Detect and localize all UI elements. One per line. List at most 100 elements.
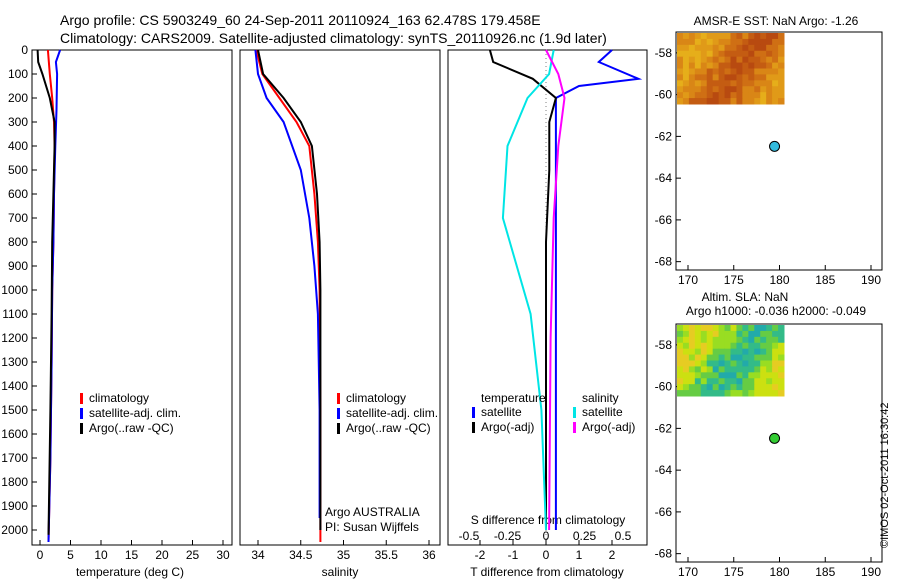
sla-heatmap-cell <box>724 366 731 373</box>
sst-heatmap-cell <box>688 50 696 58</box>
sla-heatmap-cell <box>742 342 749 350</box>
sst-heatmap-cell <box>778 98 785 105</box>
sla-map-lon-label: 170 <box>678 565 698 579</box>
sla-heatmap-cell <box>754 342 761 350</box>
sla-heatmap-cell <box>688 384 696 391</box>
sla-heatmap-cell <box>778 348 785 356</box>
sst-heatmap-cell <box>742 68 749 75</box>
sst-heatmap-cell <box>706 44 714 52</box>
sla-heatmap-cell <box>754 378 761 385</box>
sst-heatmap-cell <box>724 92 731 99</box>
sst-heatmap-cell <box>694 86 702 93</box>
sla-map-title: Altim. SLA: NaN <box>702 290 789 304</box>
diff-salinity-legend-label: satellite <box>582 405 623 419</box>
sst-heatmap-cell <box>748 68 755 75</box>
sla-heatmap-cell <box>778 372 785 379</box>
sst-heatmap-cell <box>730 44 737 52</box>
sla-heatmap-cell <box>760 336 767 344</box>
depth-tick-label: 500 <box>8 163 28 177</box>
sla-heatmap-cell <box>688 354 696 361</box>
sla-heatmap-cell <box>760 342 767 350</box>
sla-heatmap-cell <box>700 348 708 356</box>
sla-heatmap-cell <box>736 384 743 391</box>
sst-heatmap-cell <box>766 74 773 81</box>
sst-heatmap-cell <box>778 50 785 58</box>
sst-heatmap-cell <box>700 38 708 46</box>
sst-heatmap-cell <box>742 33 749 40</box>
sst-heatmap-cell <box>760 74 767 81</box>
sst-heatmap-cell <box>766 86 773 93</box>
sst-heatmap-cell <box>718 86 726 93</box>
sst-heatmap-cell <box>712 38 720 46</box>
sla-heatmap-cell <box>677 372 684 379</box>
sst-heatmap-cell <box>694 92 702 99</box>
depth-tick-label: 1900 <box>1 499 28 513</box>
sla-heatmap-cell <box>736 348 743 356</box>
sst-heatmap-cell <box>772 38 779 46</box>
sst-heatmap-cell <box>754 68 761 75</box>
sla-heatmap-cell <box>677 348 684 356</box>
sst-heatmap-cell <box>760 68 767 75</box>
sla-heatmap-cell <box>772 372 779 379</box>
sla-heatmap-cell <box>736 354 743 361</box>
sla-heatmap-cell <box>730 378 737 385</box>
sla-heatmap-cell <box>748 372 755 379</box>
sla-heatmap-cell <box>724 330 731 338</box>
sla-heatmap-cell <box>772 378 779 385</box>
sst-heatmap-cell <box>682 56 690 64</box>
diff-salinity-legend-swatch <box>573 407 576 418</box>
sst-heatmap-cell <box>778 62 785 69</box>
sst-map-lat-label: -58 <box>655 46 673 60</box>
sst-heatmap-cell <box>754 62 761 69</box>
sla-heatmap-cell <box>694 325 702 332</box>
sla-heatmap-cell <box>760 360 767 367</box>
sla-heatmap-cell <box>766 348 773 356</box>
temperature-axis-tick-label: 30 <box>216 548 230 562</box>
sla-heatmap-cell <box>760 390 767 397</box>
sla-heatmap-cell <box>766 372 773 379</box>
sla-map-lon-label: 190 <box>861 565 881 579</box>
sla-heatmap-cell <box>677 336 684 344</box>
sla-heatmap-cell <box>730 336 737 344</box>
sst-heatmap-cell <box>712 68 720 75</box>
sst-heatmap-cell <box>706 68 714 75</box>
sst-heatmap-cell <box>694 98 702 105</box>
sla-heatmap-cell <box>736 325 743 332</box>
depth-tick-label: 700 <box>8 211 28 225</box>
sst-heatmap-cell <box>760 98 767 105</box>
salinity-legend-swatch <box>337 393 340 404</box>
sst-heatmap-cell <box>682 74 690 81</box>
sla-heatmap-cell <box>748 336 755 344</box>
depth-tick-label: 1800 <box>1 475 28 489</box>
sla-heatmap-cell <box>760 348 767 356</box>
sst-map-lat-label: -62 <box>655 129 673 143</box>
depth-tick-label: 1200 <box>1 331 28 345</box>
sla-heatmap-cell <box>742 372 749 379</box>
tdiff-axis-tick-label: 0 <box>543 548 550 562</box>
sst-heatmap-cell <box>706 92 714 99</box>
sst-heatmap-cell <box>712 80 720 87</box>
temperature-axis-tick-label: 5 <box>67 548 74 562</box>
sla-heatmap-cell <box>718 360 726 367</box>
sst-heatmap-cell <box>730 74 737 81</box>
sst-heatmap-cell <box>700 86 708 93</box>
sla-heatmap-cell <box>772 384 779 391</box>
sst-heatmap-cell <box>718 92 726 99</box>
sst-heatmap-cell <box>706 80 714 87</box>
sst-heatmap-cell <box>760 44 767 52</box>
sst-heatmap-cell <box>712 56 720 64</box>
sst-heatmap-cell <box>736 80 743 87</box>
sla-heatmap-cell <box>766 342 773 350</box>
depth-tick-label: 800 <box>8 235 28 249</box>
sla-heatmap-cell <box>772 360 779 367</box>
sla-heatmap-cell <box>706 384 714 391</box>
sla-map-lat-label: -66 <box>655 505 673 519</box>
sla-heatmap-cell <box>772 342 779 350</box>
sla-heatmap-cell <box>760 354 767 361</box>
depth-tick-label: 2000 <box>1 523 28 537</box>
sla-heatmap-cell <box>718 336 726 344</box>
sst-heatmap-cell <box>778 92 785 99</box>
sst-heatmap-cell <box>730 68 737 75</box>
sla-heatmap-cell <box>772 390 779 397</box>
sla-heatmap-cell <box>712 342 720 350</box>
